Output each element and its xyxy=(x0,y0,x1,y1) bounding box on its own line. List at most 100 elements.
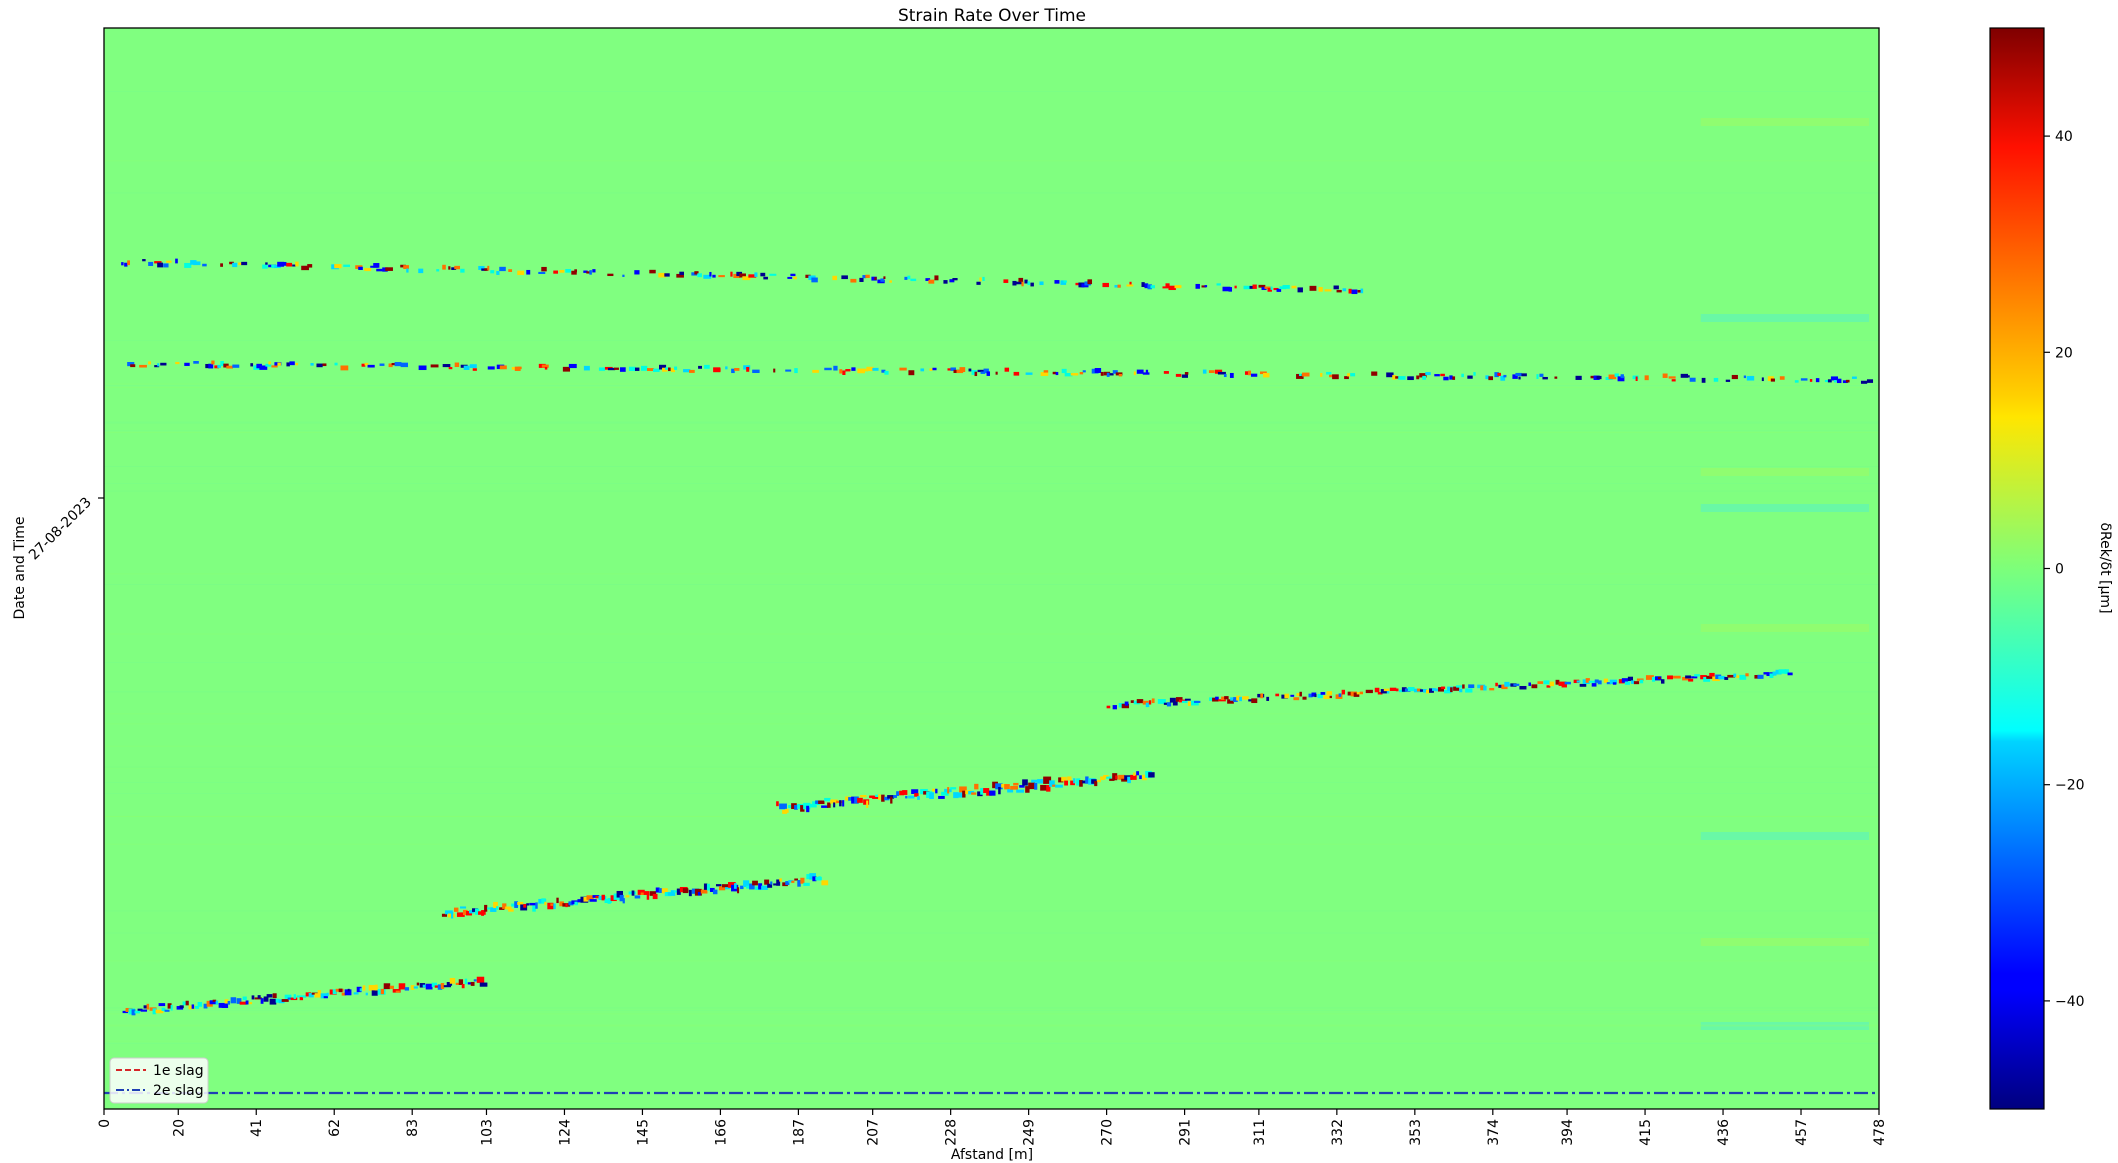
event-mark xyxy=(1221,696,1225,701)
event-mark xyxy=(434,985,438,988)
event-mark xyxy=(1224,696,1229,700)
event-mark xyxy=(505,906,512,910)
event-mark xyxy=(1542,376,1548,380)
event-mark xyxy=(1824,380,1831,383)
event-mark xyxy=(1739,674,1747,680)
colorbar-tick-label: −20 xyxy=(2055,778,2085,794)
event-mark xyxy=(776,879,781,886)
x-tick-label: 20 xyxy=(171,1119,187,1137)
event-mark xyxy=(1407,376,1414,381)
event-mark xyxy=(889,280,892,283)
event-mark xyxy=(389,985,394,989)
event-mark xyxy=(1830,376,1838,381)
event-mark xyxy=(565,269,571,273)
event-mark xyxy=(184,362,190,366)
event-mark xyxy=(259,365,268,370)
event-mark xyxy=(226,365,233,369)
event-mark xyxy=(1112,705,1117,710)
event-mark xyxy=(872,795,880,799)
event-mark xyxy=(1603,678,1608,683)
event-mark xyxy=(925,278,931,281)
event-mark xyxy=(1040,784,1047,791)
event-mark xyxy=(583,270,588,273)
event-mark xyxy=(841,275,848,280)
event-mark xyxy=(1260,693,1264,699)
event-mark xyxy=(1139,775,1142,780)
event-mark xyxy=(326,992,329,997)
event-mark xyxy=(1645,675,1654,680)
event-mark xyxy=(1145,702,1150,708)
event-mark xyxy=(220,361,224,366)
event-mark xyxy=(862,275,867,279)
event-mark xyxy=(1537,681,1544,684)
event-mark xyxy=(1561,683,1567,688)
event-mark xyxy=(437,984,443,990)
event-mark xyxy=(646,894,650,900)
event-mark xyxy=(343,264,351,267)
event-mark xyxy=(358,266,363,270)
event-mark xyxy=(499,365,507,370)
event-mark xyxy=(689,369,695,373)
event-mark xyxy=(1866,379,1874,383)
event-mark xyxy=(203,1003,208,1009)
event-mark xyxy=(1450,687,1453,693)
event-mark xyxy=(1142,700,1149,705)
event-mark xyxy=(277,261,285,267)
event-mark xyxy=(818,800,825,805)
chart-title: Strain Rate Over Time xyxy=(898,6,1086,26)
x-tick-label: 436 xyxy=(1716,1119,1732,1146)
event-mark xyxy=(1667,675,1673,680)
event-mark xyxy=(1091,779,1097,784)
event-mark xyxy=(1483,685,1487,691)
event-mark xyxy=(1209,697,1215,701)
event-mark xyxy=(718,275,725,278)
event-mark xyxy=(601,894,605,901)
event-mark xyxy=(1851,376,1857,379)
event-mark xyxy=(1118,774,1126,780)
event-mark xyxy=(245,1000,249,1005)
event-mark xyxy=(1079,371,1084,375)
event-mark xyxy=(1052,784,1057,787)
event-mark xyxy=(299,997,304,1001)
event-mark xyxy=(121,262,124,266)
texture-band xyxy=(1700,118,1869,126)
event-mark xyxy=(160,362,167,366)
event-mark xyxy=(740,885,744,890)
event-mark xyxy=(1010,785,1018,790)
event-mark xyxy=(212,999,217,1002)
event-mark xyxy=(917,796,920,800)
event-mark xyxy=(154,365,160,368)
event-mark xyxy=(1608,374,1617,380)
event-mark xyxy=(1136,771,1140,776)
event-mark xyxy=(1386,372,1394,378)
event-mark xyxy=(364,268,372,272)
event-mark xyxy=(974,783,979,790)
texture-band xyxy=(1700,314,1869,322)
event-mark xyxy=(538,271,546,275)
event-mark xyxy=(217,364,221,368)
event-mark xyxy=(812,369,819,373)
event-mark xyxy=(1609,679,1618,684)
event-mark xyxy=(167,1003,172,1009)
event-mark xyxy=(1027,281,1030,286)
event-mark xyxy=(971,792,977,795)
event-mark xyxy=(1264,286,1272,289)
event-mark xyxy=(1531,684,1538,689)
event-mark xyxy=(1671,379,1676,382)
event-mark xyxy=(959,367,966,373)
event-mark xyxy=(1049,780,1055,787)
event-mark xyxy=(287,997,293,1000)
event-mark xyxy=(1290,694,1295,697)
event-mark xyxy=(1022,779,1028,786)
event-mark xyxy=(250,363,254,367)
event-mark xyxy=(878,794,881,800)
event-mark xyxy=(1126,284,1134,287)
event-mark xyxy=(1060,280,1067,285)
event-mark xyxy=(1124,701,1129,706)
x-tick-label: 103 xyxy=(479,1119,495,1146)
texture-band xyxy=(1700,938,1869,946)
event-mark xyxy=(410,985,415,990)
event-mark xyxy=(574,901,578,906)
event-mark xyxy=(544,366,548,370)
event-mark xyxy=(359,988,362,992)
